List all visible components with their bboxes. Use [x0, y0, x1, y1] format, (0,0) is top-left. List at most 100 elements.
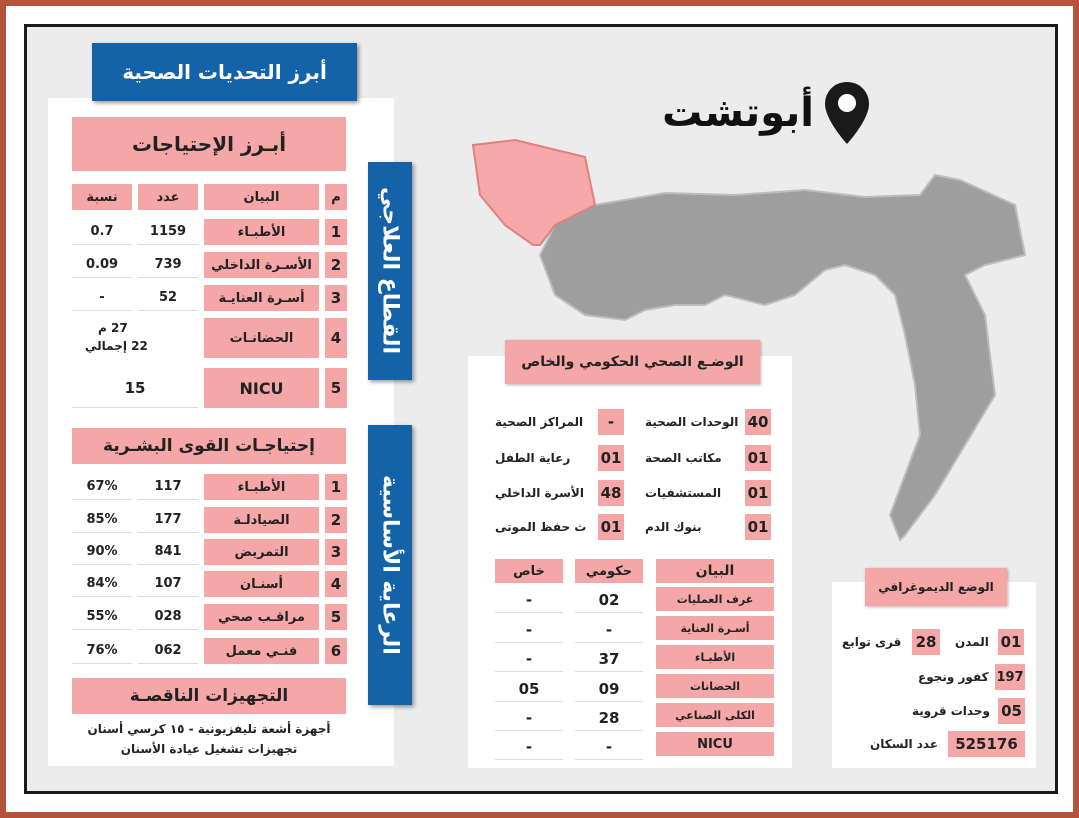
health-label: المستشفيات: [645, 486, 722, 500]
hamlets-value: 197: [995, 664, 1025, 690]
row-number: 3: [325, 539, 347, 565]
facility-priv: -: [495, 587, 563, 613]
row-count: 107: [138, 571, 198, 597]
row-number: 1: [325, 219, 347, 245]
region-map: [471, 138, 1027, 542]
needs-header-label: البيان: [204, 184, 319, 210]
equipment-line1: أجهزة أشعة تليفزيونية - ١٥ كرسي أسنان: [87, 722, 331, 736]
villages-value: 28: [912, 629, 940, 655]
villages-label: قرى توابع: [842, 635, 902, 649]
health-value: -: [598, 409, 624, 435]
facility-priv: -: [495, 705, 563, 731]
row-pct: 84%: [72, 571, 132, 597]
needs-header-count: عدد: [138, 184, 198, 210]
health-value: 01: [745, 445, 771, 471]
row-pct: 0.7: [72, 219, 132, 245]
row-pct: 85%: [72, 507, 132, 533]
health-label: المراكز الصحية: [495, 415, 584, 429]
row-number: 3: [325, 285, 347, 311]
row-label: أسـرة العنايـة: [204, 285, 319, 311]
population-value: 525176: [948, 731, 1025, 757]
needs-title: أبـرز الإحتياجات: [72, 117, 346, 171]
health-label: رعاية الطفل: [495, 451, 571, 465]
nursery-males: 27 م: [98, 321, 128, 335]
health-value: 40: [745, 409, 771, 435]
facility-label: NICU: [656, 732, 774, 756]
row-pct: 67%: [72, 474, 132, 500]
row-pct: 55%: [72, 604, 132, 630]
health-title: الوضـع الصحي الحكومي والخاص: [505, 340, 760, 384]
facility-gov: 28: [575, 705, 643, 731]
row-pct: 90%: [72, 539, 132, 565]
row-number: 2: [325, 507, 347, 533]
cities-value: 01: [998, 629, 1024, 655]
health-value: 01: [745, 514, 771, 540]
row-number: 6: [325, 638, 347, 664]
row-count: 1159: [138, 219, 198, 245]
row-count: 028: [138, 604, 198, 630]
row-label: الصيادلـة: [204, 507, 319, 533]
health-label: الوحدات الصحية: [645, 415, 739, 429]
facility-priv: -: [495, 734, 563, 760]
row-count: 062: [138, 638, 198, 664]
sector-primary-label: الرعاية الأساسية: [368, 425, 412, 705]
facility-gov: -: [575, 617, 643, 643]
hamlets-label: كفور ونجوع: [918, 670, 989, 684]
row-number: 1: [325, 474, 347, 500]
units-value: 05: [998, 698, 1025, 724]
left-title-banner: أبرز التحديات الصحية: [92, 43, 357, 101]
facility-gov: 02: [575, 587, 643, 613]
facility-gov: -: [575, 734, 643, 760]
map-highlight-region: [471, 138, 597, 246]
facility-priv: -: [495, 646, 563, 672]
row-label: فنـي معمل: [204, 638, 319, 664]
health-value: 48: [598, 480, 624, 506]
health-label: ث حفظ الموتى: [495, 520, 587, 534]
row-label: NICU: [204, 368, 319, 408]
row-count: 841: [138, 539, 198, 565]
nursery-total: 22 إجمالي: [85, 339, 148, 353]
facility-label: الأطبـاء: [656, 645, 774, 669]
equipment-line2: تجهيزات تشغيل عيادة الأسنان: [120, 742, 298, 756]
needs-header-pct: نسبة: [72, 184, 132, 210]
needs-header-n: م: [325, 184, 347, 210]
health-label: مكاتب الصحة: [645, 451, 722, 465]
row-number: 5: [325, 368, 347, 408]
health-value: 01: [598, 445, 624, 471]
row-label: الحضانـات: [204, 318, 319, 358]
city-heading: أبوتشت: [612, 78, 872, 148]
row-label: الأطبـاء: [204, 219, 319, 245]
row-label: التمريض: [204, 539, 319, 565]
sector-treatment-label: القطاع العلاجي: [368, 162, 412, 380]
facility-gov: 09: [575, 676, 643, 702]
cities-label: المدن: [955, 635, 989, 649]
facility-header-gov: حكومي: [575, 559, 643, 583]
facility-label: الحضانات: [656, 674, 774, 698]
health-label: بنوك الدم: [645, 520, 702, 534]
row-label: الأسـرة الداخلي: [204, 252, 319, 278]
left-title: أبرز التحديات الصحية: [122, 60, 327, 84]
population-label: عدد السكان: [870, 737, 939, 751]
row-label: أسنـان: [204, 571, 319, 597]
facility-label: غرف العمليات: [656, 587, 774, 611]
row-count: 117: [138, 474, 198, 500]
sector-primary-text: الرعاية الأساسية: [377, 475, 403, 655]
row-number: 4: [325, 318, 347, 358]
facility-header-priv: خاص: [495, 559, 563, 583]
row-pct: 0.09: [72, 252, 132, 278]
facility-priv: -: [495, 617, 563, 643]
row-number: 5: [325, 604, 347, 630]
units-label: وحدات قروية: [912, 704, 990, 718]
staff-title: إحتياجـات القوى البشـرية: [72, 428, 346, 464]
row-number: 2: [325, 252, 347, 278]
city-name: أبوتشت: [662, 90, 814, 136]
facility-header-label: البيان: [656, 559, 774, 583]
row-count: 52: [138, 285, 198, 311]
row-label: مراقـب صحي: [204, 604, 319, 630]
row-pct: 76%: [72, 638, 132, 664]
equipment-title: التجهيزات الناقصـة: [72, 678, 346, 714]
sector-treatment-text: القطاع العلاجي: [377, 187, 403, 355]
row-count: 15: [72, 368, 198, 408]
health-value: 01: [598, 514, 624, 540]
row-label: الأطبـاء: [204, 474, 319, 500]
